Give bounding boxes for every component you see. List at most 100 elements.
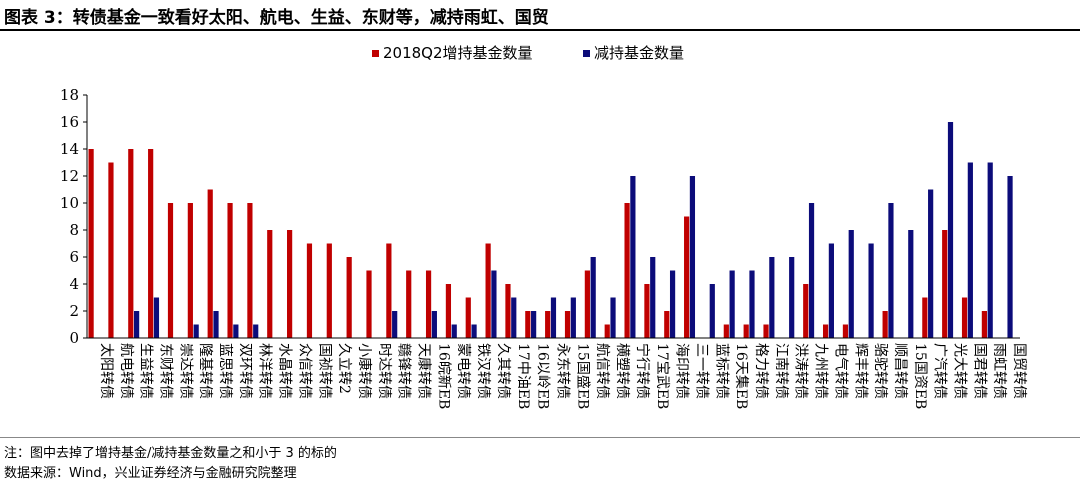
bar-increase [564,311,571,338]
bar-decrease [650,257,656,338]
x-tick-label: 广汽转债 [932,343,948,399]
chart-legend: 2018Q2增持基金数量 减持基金数量 [372,44,684,62]
bar-decrease [709,284,715,338]
bar-increase [525,311,531,338]
bar-decrease [729,270,735,338]
bar-decrease [848,230,854,338]
bar-increase [743,324,749,338]
bar-decrease [967,162,973,338]
bar-decrease [828,243,834,338]
x-tick-label: 国君转债 [971,343,987,399]
bar-decrease [392,311,398,338]
x-tick-label: 双环转债 [237,343,253,399]
x-tick-label: 太阳转债 [98,343,114,399]
bar-decrease [253,324,259,338]
bar-increase [386,243,392,338]
bar-decrease [570,297,576,338]
x-tick-label: 蓝标转债 [713,343,729,399]
y-tick-label: 18 [60,86,79,104]
bar-chart: 2018Q2增持基金数量 减持基金数量 024681012141618 太阳转债航… [60,44,1027,409]
legend-label: 2018Q2增持基金数量 [383,44,533,62]
bar-decrease [868,243,874,338]
bar-increase [167,203,174,338]
bar-increase [88,149,94,338]
y-tick-label: 8 [69,221,79,239]
x-tick-label: 17中油EB [515,343,531,409]
bar-increase [366,270,372,338]
bar-increase [287,230,293,338]
bar-increase [445,284,452,338]
bar-increase [485,243,491,338]
bar-increase [624,203,630,338]
bar-increase [604,324,610,338]
bar-increase [227,203,233,338]
bar-increase [961,297,968,338]
x-tick-label: 国贸转债 [1011,343,1027,399]
bar-decrease [630,176,636,338]
x-tick-label: 崇达转债 [177,343,193,399]
bar-increase [723,324,729,338]
x-tick-label: 宁行转债 [634,343,651,399]
x-tick-label: 光大转债 [952,343,968,399]
x-tick-label: 东财转债 [157,343,173,399]
bar-decrease [669,270,676,338]
x-tick-label: 海印转债 [674,343,690,399]
bar-increase [306,243,313,338]
bar-decrease [511,297,517,338]
bar-decrease [531,311,537,338]
y-tick-label: 10 [60,194,79,212]
x-tick-label: 江南转债 [773,343,789,399]
bar-decrease [789,257,795,338]
x-tick-label: 横塑转债 [614,343,630,399]
bar-increase [247,203,253,338]
x-tick-label: 水晶转债 [277,343,293,399]
y-tick-label: 2 [69,302,79,320]
x-tick-label: 16皖新EB [435,343,451,409]
bar-increase [822,324,829,338]
x-tick-label: 林洋转债 [257,343,273,399]
bar-increase [326,243,332,338]
x-tick-label: 隆基转债 [197,343,214,399]
footer-rule [0,437,1080,438]
y-tick-label: 16 [60,113,79,131]
bar-increase [207,189,213,338]
y-tick-label: 4 [69,275,79,293]
bar-increase [108,162,114,338]
bar-decrease [233,324,239,338]
x-tick-label: 蓝思转债 [217,343,233,399]
bar-decrease [451,324,457,338]
y-axis: 0 2 4 6 8 10 12 14 16 18 [60,86,88,347]
x-tick-label: 15国盛EB [574,343,590,409]
x-tick-label: 天康转债 [416,343,433,399]
bar-increase [842,324,849,338]
x-tick-label: 航电转债 [118,343,134,399]
bar-decrease [471,324,477,338]
x-tick-label: 辉丰转债 [852,343,868,399]
x-tick-label: 小康转债 [356,343,373,399]
x-tick-label: 雨虹转债 [991,343,1007,399]
legend-swatch [583,50,590,57]
x-tick-label: 15国资EB [912,343,928,409]
y-tick-label: 6 [69,248,79,266]
bar-decrease [1007,176,1013,338]
data-source: 数据来源：Wind，兴业证券经济与金融研究院整理 [4,466,297,481]
bar-increase [882,311,888,338]
x-tick-label: 16以岭EB [535,343,551,409]
title-rule [0,29,1080,31]
x-tick-label: 众信转债 [296,343,312,399]
x-tick-label: 铁汉转债 [475,343,491,399]
bar-increase [684,216,690,338]
x-tick-label: 17宝武EB [654,343,670,409]
figure-title: 图表 3：转债基金一致看好太阳、航电、生益、东财等，减持雨虹、国贸 [4,8,549,28]
legend-swatch [372,50,379,57]
bar-decrease [134,311,140,338]
bar-decrease [908,230,914,338]
x-tick-label: 赣锋转债 [396,343,412,399]
bar-increase [128,149,134,338]
bar-increase [545,311,551,338]
bar-increase [425,270,432,338]
bar-decrease [808,203,815,338]
bar-decrease [749,270,755,338]
bar-decrease [491,270,497,338]
bar-increase [148,149,154,338]
